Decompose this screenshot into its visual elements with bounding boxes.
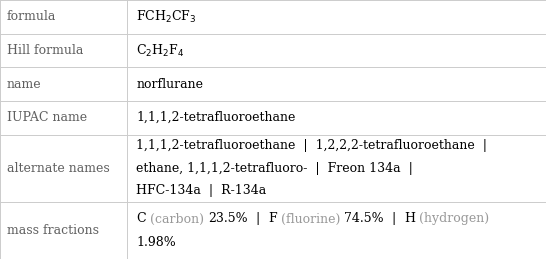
Text: FCH$_2$CF$_3$: FCH$_2$CF$_3$ [136, 9, 197, 25]
Text: C$_2$H$_2$F$_4$: C$_2$H$_2$F$_4$ [136, 42, 185, 59]
Text: name: name [7, 78, 41, 91]
Text: ethane, 1,1,1,2-tetrafluoro-  |  Freon 134a  |: ethane, 1,1,1,2-tetrafluoro- | Freon 134… [136, 162, 413, 175]
Text: |: | [384, 212, 404, 226]
Text: H: H [404, 212, 415, 226]
Text: 1,1,1,2-tetrafluoroethane  |  1,2,2,2-tetrafluoroethane  |: 1,1,1,2-tetrafluoroethane | 1,2,2,2-tetr… [136, 139, 488, 152]
Text: HFC-134a  |  R-134a: HFC-134a | R-134a [136, 184, 267, 197]
Text: 1.98%: 1.98% [136, 236, 176, 249]
Text: 1,1,1,2-tetrafluoroethane: 1,1,1,2-tetrafluoroethane [136, 111, 296, 124]
Text: Hill formula: Hill formula [7, 44, 83, 57]
Text: C: C [136, 212, 146, 226]
Text: F: F [268, 212, 277, 226]
Text: |: | [248, 212, 268, 226]
Text: (hydrogen): (hydrogen) [415, 212, 489, 226]
Text: norflurane: norflurane [136, 78, 204, 91]
Text: (carbon): (carbon) [146, 212, 208, 226]
Text: 23.5%: 23.5% [208, 212, 248, 226]
Text: IUPAC name: IUPAC name [7, 111, 87, 124]
Text: alternate names: alternate names [7, 162, 109, 175]
Text: mass fractions: mass fractions [7, 224, 98, 237]
Text: (fluorine): (fluorine) [277, 212, 344, 226]
Text: 74.5%: 74.5% [344, 212, 384, 226]
Text: formula: formula [7, 10, 56, 23]
